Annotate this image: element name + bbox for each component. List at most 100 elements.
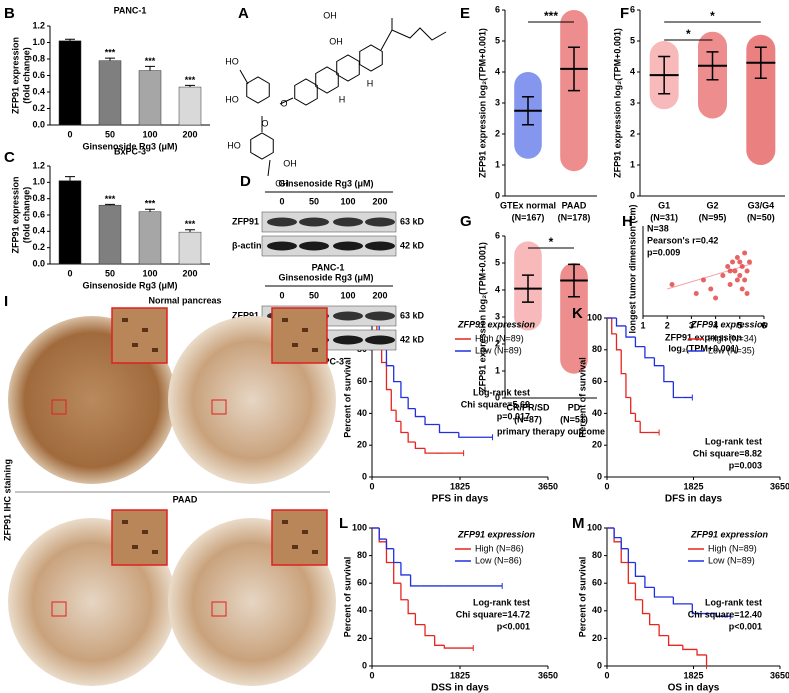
inset [111,307,168,364]
x-tick-label: 0 [369,670,374,680]
significance: *** [185,219,196,229]
blot-band [365,311,395,321]
structure-ring [294,78,318,106]
annotation: Chi square=14.72 [456,609,530,619]
survival-step [672,597,693,605]
y-tick-label: 0 [597,660,602,670]
y-tick-label: 0 [597,471,602,481]
x-tick-label: 3650 [770,670,789,680]
survival-step [649,613,660,626]
x-axis-label: Ginsenoside Rg3 (μM) [82,280,177,290]
bar [138,70,162,126]
annotation: Log-rank test [705,597,762,607]
legend-label: High (N=34) [708,333,757,343]
point [727,282,733,287]
x-tick-label: GTEx normal [500,200,556,210]
y-axis-label: Percent of survival [342,557,352,638]
y-tick-label: 3 [495,97,500,107]
significance: *** [145,56,156,66]
x-count-label: (N=31) [650,212,678,222]
survival-step [620,537,629,550]
annotation: Pearson's r=0.42 [647,235,718,245]
x-axis-label: log₂(TPM+0.001) [668,343,738,353]
structure-label: H [339,94,346,104]
x-axis-label: OS in days [668,683,720,693]
blot-size: 42 kD [400,240,425,250]
point [730,259,736,265]
x-tick-label: 6 [761,320,766,330]
point [742,277,748,283]
inset-marker [51,601,67,617]
survival-step [385,362,392,391]
y-axis-label: Percent of survival [577,557,587,638]
x-axis-label: PFS in days [432,494,489,505]
legend-title: ZFP91 expression [690,319,769,329]
x-count-label: (N=87) [514,414,542,424]
structure-label: OH [323,10,337,20]
bracket-label: * [686,27,691,41]
y-tick-label: 5 [630,35,635,45]
survival-step [393,365,401,383]
survival-step [409,574,421,587]
y-tick-label: 1.2 [32,20,45,30]
survival-step [395,410,401,422]
structure-label: HO [227,140,241,150]
blot-treatment: Ginsenoside Rg3 (μM) [278,272,373,282]
legend-label: Low (N=89) [475,345,522,355]
blot-dose: 0 [279,290,284,300]
x-axis-label: DSS in days [431,683,489,693]
survival-step [414,442,426,450]
x-count-label: (N=178) [558,212,591,222]
y-tick-label: 0.4 [32,226,45,236]
y-tick-label: 1 [495,159,500,169]
point [737,259,743,265]
y-tick-label: 0 [495,392,500,402]
point [739,286,745,292]
survival-step [641,599,650,615]
panel-letter: D [240,173,251,190]
y-tick-label: 0.4 [32,86,45,96]
y-tick-label: 20 [592,440,602,450]
inset-marker [211,399,227,415]
x-count-label: (N=51) [560,414,588,424]
x-tick-label: G2 [706,200,718,210]
structure-label: O [280,98,287,108]
x-tick-label: 50 [105,129,115,139]
y-tick-label: 6 [630,4,635,14]
y-tick-label: 0 [362,660,367,670]
survival-step [400,381,409,399]
significance: *** [105,48,116,58]
survival-step [682,645,698,651]
annotation: Log-rank test [473,387,530,397]
blot-size: 42 kD [400,334,425,344]
bracket-label: *** [544,9,558,23]
error-bar [105,203,115,206]
survival-step [434,635,445,646]
survival-step [414,408,426,418]
bar [98,204,122,265]
error-bar [105,57,115,61]
x-tick-label: 5 [737,320,742,330]
x-tick-label: 0 [67,129,72,139]
survival-step [615,333,622,351]
survival-step [443,645,474,649]
survival-step [630,397,636,415]
blot-dose: 0 [279,196,284,206]
survival-step [663,365,674,383]
error-bar [185,229,195,233]
significance: *** [145,199,156,209]
point [693,291,699,296]
structure-ring [250,132,274,160]
survival-step [615,318,626,327]
point [669,282,675,287]
y-axis-label: Percent of survival [577,357,587,438]
y-tick-label: 20 [357,440,367,450]
survival-step [644,576,655,588]
structure-ring [246,76,270,104]
error-bar [65,38,75,41]
survival-step [634,337,645,348]
annotation: p=0.017 [497,411,530,421]
point [701,277,706,283]
survival-step [653,587,674,598]
blot-size: 63 kD [400,216,425,226]
